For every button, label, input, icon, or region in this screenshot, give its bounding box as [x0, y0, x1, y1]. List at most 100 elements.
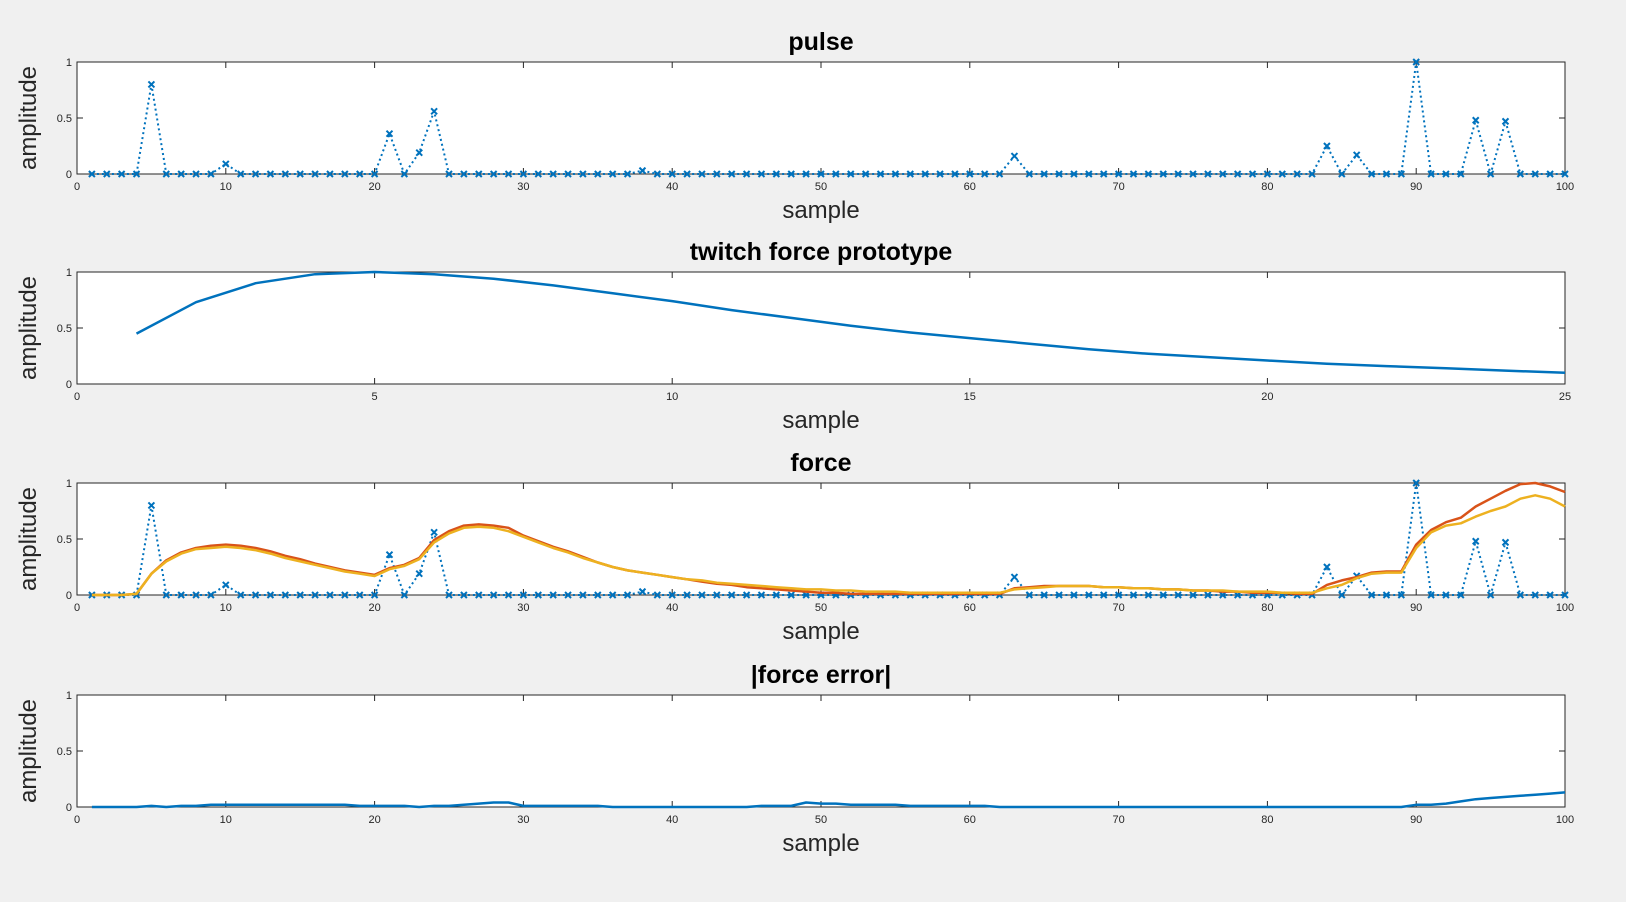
data-point-marker: [1516, 170, 1525, 178]
chart-title: twitch force prototype: [690, 238, 953, 266]
y-tick-label: 0.5: [57, 746, 72, 758]
data-point-marker: [861, 170, 870, 178]
x-tick-label: 100: [1556, 181, 1574, 193]
y-tick-label: 1: [66, 690, 72, 702]
data-point-marker: [936, 170, 944, 178]
data-point-marker: [1382, 591, 1391, 599]
data-point-marker: [742, 591, 751, 599]
x-tick-label: 80: [1261, 814, 1273, 826]
data-point-marker: [1323, 142, 1331, 150]
data-point-marker: [281, 591, 290, 599]
y-tick-label: 0: [66, 169, 72, 181]
data-point-marker: [757, 591, 766, 599]
data-point-marker: [385, 550, 394, 559]
data-point-marker: [832, 170, 840, 178]
data-point-marker: [356, 170, 364, 178]
data-point-marker: [1100, 591, 1108, 599]
data-point-marker: [549, 170, 557, 178]
data-point-marker: [207, 170, 215, 178]
data-point-marker: [489, 591, 498, 599]
x-tick-label: 0: [74, 602, 80, 614]
data-point-marker: [1204, 591, 1212, 599]
x-tick-label: 20: [368, 814, 380, 826]
data-point-marker: [177, 170, 185, 178]
y-tick-label: 1: [66, 267, 72, 279]
data-point-marker: [504, 170, 513, 178]
data-point-marker: [921, 170, 929, 178]
data-point-marker: [1323, 563, 1331, 571]
chart-title: pulse: [788, 28, 853, 56]
data-point-marker: [1025, 591, 1034, 599]
x-tick-label: 15: [964, 391, 976, 403]
data-point-marker: [1159, 170, 1167, 178]
data-point-marker: [1412, 58, 1420, 66]
data-point-marker: [1367, 170, 1376, 178]
data-point-marker: [1338, 591, 1346, 599]
data-point-marker: [445, 170, 453, 178]
x-tick-label: 90: [1410, 814, 1422, 826]
data-point-marker: [1233, 170, 1242, 178]
data-point-marker: [1293, 170, 1301, 178]
y-tick-label: 1: [66, 57, 72, 69]
data-point-marker: [579, 591, 587, 599]
x-tick-label: 10: [220, 814, 232, 826]
chart-title: |force error|: [751, 661, 891, 689]
y-tick-label: 0: [66, 379, 72, 391]
data-point-marker: [698, 170, 706, 178]
data-point-marker: [370, 591, 379, 599]
data-point-marker: [132, 170, 141, 178]
data-point-marker: [385, 129, 394, 138]
data-point-marker: [147, 501, 156, 510]
data-point-marker: [1427, 170, 1435, 178]
data-point-marker: [1486, 591, 1495, 599]
data-point-marker: [549, 591, 557, 599]
x-tick-label: 40: [666, 602, 678, 614]
data-point-marker: [1486, 170, 1495, 178]
data-point-marker: [1040, 170, 1048, 178]
x-tick-label: 90: [1410, 602, 1422, 614]
data-point-marker: [1501, 117, 1510, 126]
data-point-marker: [1472, 116, 1480, 124]
plot-area: [76, 482, 1566, 596]
data-point-marker: [117, 170, 126, 178]
data-point-marker: [1010, 573, 1019, 581]
x-tick-label: 0: [74, 181, 80, 193]
data-point-marker: [1204, 170, 1212, 178]
data-point-marker: [88, 170, 96, 178]
data-point-marker: [88, 591, 96, 599]
data-point-marker: [1397, 170, 1406, 178]
data-point-marker: [1070, 591, 1078, 599]
data-point-marker: [742, 170, 751, 178]
series-line-1: [135, 270, 1566, 375]
y-tick-label: 1: [66, 478, 72, 490]
data-point-marker: [1308, 170, 1316, 178]
x-tick-label: 80: [1261, 181, 1273, 193]
x-tick-label: 25: [1559, 391, 1571, 403]
y-axis-label: amplitude: [15, 66, 42, 170]
data-point-marker: [475, 170, 483, 178]
data-point-marker: [1025, 170, 1034, 178]
y-tick-label: 0: [66, 802, 72, 814]
y-axis-label: amplitude: [15, 699, 42, 803]
x-tick-label: 30: [517, 602, 529, 614]
data-point-marker: [519, 591, 528, 599]
data-point-marker: [222, 581, 230, 589]
data-point-marker: [1561, 591, 1569, 599]
data-point-marker: [668, 170, 676, 178]
data-point-marker: [296, 170, 304, 178]
data-point-marker: [1382, 170, 1391, 178]
data-point-marker: [683, 591, 691, 599]
data-point-marker: [400, 170, 409, 178]
data-point-marker: [1397, 591, 1406, 599]
data-point-marker: [236, 170, 245, 178]
data-point-marker: [147, 80, 156, 89]
data-point-marker: [370, 170, 379, 178]
data-point-marker: [1174, 170, 1182, 178]
data-point-marker: [1338, 170, 1346, 178]
data-point-marker: [1501, 538, 1510, 547]
data-point-marker: [534, 170, 542, 178]
data-point-marker: [296, 591, 304, 599]
data-point-marker: [445, 591, 453, 599]
